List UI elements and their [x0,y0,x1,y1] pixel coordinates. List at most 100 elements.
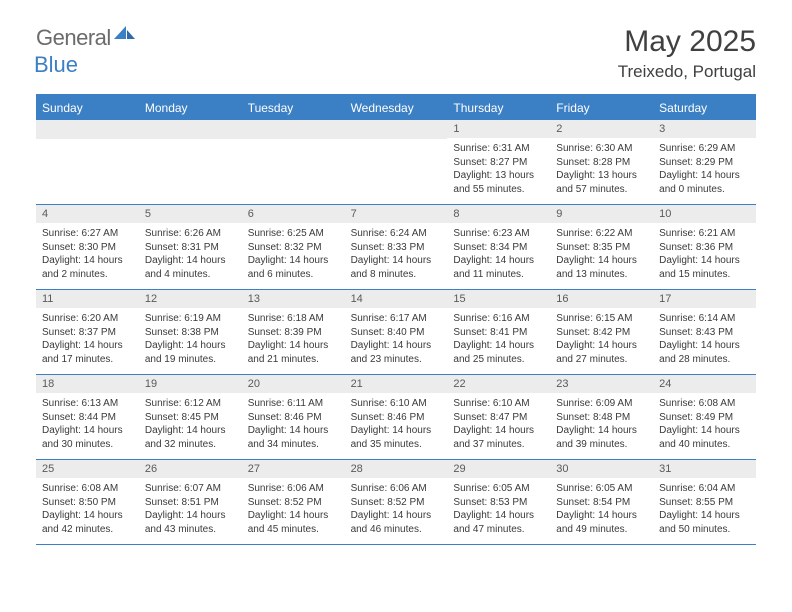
sunset-line: Sunset: 8:46 PM [248,411,339,425]
sunset-line: Sunset: 8:40 PM [351,326,442,340]
logo-sail-icon [114,25,136,46]
day-body: Sunrise: 6:17 AMSunset: 8:40 PMDaylight:… [345,308,448,372]
daylight-line: Daylight: 13 hours and 55 minutes. [453,169,544,196]
day-number [36,120,139,139]
day-number: 21 [345,375,448,393]
daylight-line: Daylight: 14 hours and 47 minutes. [453,509,544,536]
day-number: 19 [139,375,242,393]
sunset-line: Sunset: 8:52 PM [248,496,339,510]
daylight-line: Daylight: 14 hours and 19 minutes. [145,339,236,366]
day-body: Sunrise: 6:15 AMSunset: 8:42 PMDaylight:… [550,308,653,372]
sunrise-line: Sunrise: 6:06 AM [351,482,442,496]
calendar-week: 18Sunrise: 6:13 AMSunset: 8:44 PMDayligh… [36,375,756,460]
calendar-week: 4Sunrise: 6:27 AMSunset: 8:30 PMDaylight… [36,205,756,290]
day-number: 6 [242,205,345,223]
sunset-line: Sunset: 8:32 PM [248,241,339,255]
day-number: 30 [550,460,653,478]
sunset-line: Sunset: 8:47 PM [453,411,544,425]
day-body [139,139,242,199]
sunset-line: Sunset: 8:46 PM [351,411,442,425]
calendar-cell: 8Sunrise: 6:23 AMSunset: 8:34 PMDaylight… [447,205,550,289]
calendar-cell: 9Sunrise: 6:22 AMSunset: 8:35 PMDaylight… [550,205,653,289]
day-number: 9 [550,205,653,223]
day-body: Sunrise: 6:13 AMSunset: 8:44 PMDaylight:… [36,393,139,457]
weekday-sat: Saturday [653,96,756,120]
header: General May 2025 Treixedo, Portugal [0,0,792,94]
daylight-line: Daylight: 14 hours and 40 minutes. [659,424,750,451]
day-body: Sunrise: 6:18 AMSunset: 8:39 PMDaylight:… [242,308,345,372]
calendar-cell: 25Sunrise: 6:08 AMSunset: 8:50 PMDayligh… [36,460,139,544]
sunrise-line: Sunrise: 6:27 AM [42,227,133,241]
daylight-line: Daylight: 14 hours and 43 minutes. [145,509,236,536]
calendar-cell: 29Sunrise: 6:05 AMSunset: 8:53 PMDayligh… [447,460,550,544]
daylight-line: Daylight: 14 hours and 34 minutes. [248,424,339,451]
day-number: 28 [345,460,448,478]
day-body [242,139,345,199]
day-body: Sunrise: 6:19 AMSunset: 8:38 PMDaylight:… [139,308,242,372]
sunrise-line: Sunrise: 6:12 AM [145,397,236,411]
calendar-cell: 12Sunrise: 6:19 AMSunset: 8:38 PMDayligh… [139,290,242,374]
sunset-line: Sunset: 8:55 PM [659,496,750,510]
daylight-line: Daylight: 14 hours and 25 minutes. [453,339,544,366]
sunset-line: Sunset: 8:54 PM [556,496,647,510]
logo-text-general: General [36,25,111,51]
day-number [139,120,242,139]
sunrise-line: Sunrise: 6:07 AM [145,482,236,496]
daylight-line: Daylight: 14 hours and 11 minutes. [453,254,544,281]
day-body: Sunrise: 6:05 AMSunset: 8:53 PMDaylight:… [447,478,550,542]
day-body: Sunrise: 6:24 AMSunset: 8:33 PMDaylight:… [345,223,448,287]
day-body: Sunrise: 6:27 AMSunset: 8:30 PMDaylight:… [36,223,139,287]
calendar-cell: 24Sunrise: 6:08 AMSunset: 8:49 PMDayligh… [653,375,756,459]
calendar-cell: 15Sunrise: 6:16 AMSunset: 8:41 PMDayligh… [447,290,550,374]
sunrise-line: Sunrise: 6:17 AM [351,312,442,326]
sunset-line: Sunset: 8:39 PM [248,326,339,340]
day-number: 16 [550,290,653,308]
day-number: 10 [653,205,756,223]
day-body: Sunrise: 6:10 AMSunset: 8:46 PMDaylight:… [345,393,448,457]
sunrise-line: Sunrise: 6:10 AM [351,397,442,411]
calendar-cell: 4Sunrise: 6:27 AMSunset: 8:30 PMDaylight… [36,205,139,289]
sunrise-line: Sunrise: 6:09 AM [556,397,647,411]
sunset-line: Sunset: 8:43 PM [659,326,750,340]
sunset-line: Sunset: 8:42 PM [556,326,647,340]
sunset-line: Sunset: 8:45 PM [145,411,236,425]
logo-text-blue: Blue [34,52,78,77]
weekday-fri: Friday [550,96,653,120]
daylight-line: Daylight: 14 hours and 15 minutes. [659,254,750,281]
day-number: 4 [36,205,139,223]
daylight-line: Daylight: 14 hours and 49 minutes. [556,509,647,536]
daylight-line: Daylight: 14 hours and 2 minutes. [42,254,133,281]
daylight-line: Daylight: 14 hours and 35 minutes. [351,424,442,451]
sunset-line: Sunset: 8:34 PM [453,241,544,255]
sunset-line: Sunset: 8:30 PM [42,241,133,255]
calendar-cell: 10Sunrise: 6:21 AMSunset: 8:36 PMDayligh… [653,205,756,289]
calendar-cell [36,120,139,204]
sunset-line: Sunset: 8:35 PM [556,241,647,255]
day-number: 23 [550,375,653,393]
day-number: 13 [242,290,345,308]
daylight-line: Daylight: 14 hours and 23 minutes. [351,339,442,366]
sunrise-line: Sunrise: 6:31 AM [453,142,544,156]
page-subtitle: Treixedo, Portugal [618,62,756,82]
sunrise-line: Sunrise: 6:18 AM [248,312,339,326]
daylight-line: Daylight: 14 hours and 32 minutes. [145,424,236,451]
day-number: 12 [139,290,242,308]
calendar-week: 11Sunrise: 6:20 AMSunset: 8:37 PMDayligh… [36,290,756,375]
sunset-line: Sunset: 8:27 PM [453,156,544,170]
sunset-line: Sunset: 8:48 PM [556,411,647,425]
sunrise-line: Sunrise: 6:11 AM [248,397,339,411]
daylight-line: Daylight: 14 hours and 8 minutes. [351,254,442,281]
calendar-cell [242,120,345,204]
day-body: Sunrise: 6:11 AMSunset: 8:46 PMDaylight:… [242,393,345,457]
sunset-line: Sunset: 8:49 PM [659,411,750,425]
day-number: 17 [653,290,756,308]
sunrise-line: Sunrise: 6:13 AM [42,397,133,411]
title-block: May 2025 Treixedo, Portugal [618,25,756,82]
day-body: Sunrise: 6:29 AMSunset: 8:29 PMDaylight:… [653,138,756,202]
day-body: Sunrise: 6:22 AMSunset: 8:35 PMDaylight:… [550,223,653,287]
sunset-line: Sunset: 8:37 PM [42,326,133,340]
daylight-line: Daylight: 14 hours and 39 minutes. [556,424,647,451]
day-body: Sunrise: 6:09 AMSunset: 8:48 PMDaylight:… [550,393,653,457]
sunset-line: Sunset: 8:29 PM [659,156,750,170]
day-body: Sunrise: 6:05 AMSunset: 8:54 PMDaylight:… [550,478,653,542]
